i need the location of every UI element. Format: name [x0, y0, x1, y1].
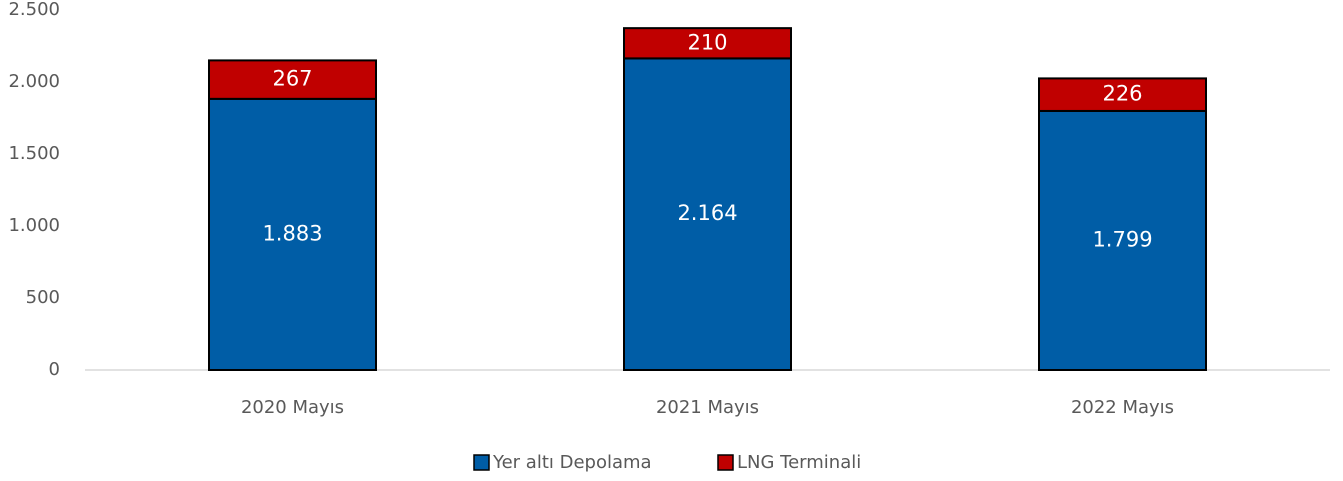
legend-swatch [473, 454, 490, 471]
x-tick-label: 2022 Mayıs [1071, 397, 1174, 418]
y-tick-label: 1.000 [8, 215, 60, 236]
data-label: 210 [687, 30, 727, 54]
data-label: 2.164 [677, 201, 737, 225]
y-tick-label: 1.500 [8, 143, 60, 164]
y-tick-label: 500 [26, 287, 60, 308]
y-tick-label: 0 [49, 359, 60, 380]
legend-swatch [717, 454, 734, 471]
bar-segment [208, 59, 377, 100]
bar-segment [1038, 77, 1207, 112]
y-tick-label: 2.000 [8, 71, 60, 92]
data-label: 1.799 [1092, 227, 1152, 251]
x-tick-label: 2020 Mayıs [241, 397, 344, 418]
data-label: 267 [272, 67, 312, 91]
data-label: 226 [1102, 82, 1142, 106]
bar-segment [208, 97, 377, 372]
y-tick-label: 2.500 [8, 0, 60, 20]
data-label: 1.883 [262, 221, 322, 245]
x-tick-label: 2021 Mayıs [656, 397, 759, 418]
bar-segment [623, 27, 792, 60]
bar-segment [1038, 109, 1207, 371]
legend-label: Yer altı Depolama [492, 452, 652, 473]
legend-label: LNG Terminali [737, 452, 861, 473]
